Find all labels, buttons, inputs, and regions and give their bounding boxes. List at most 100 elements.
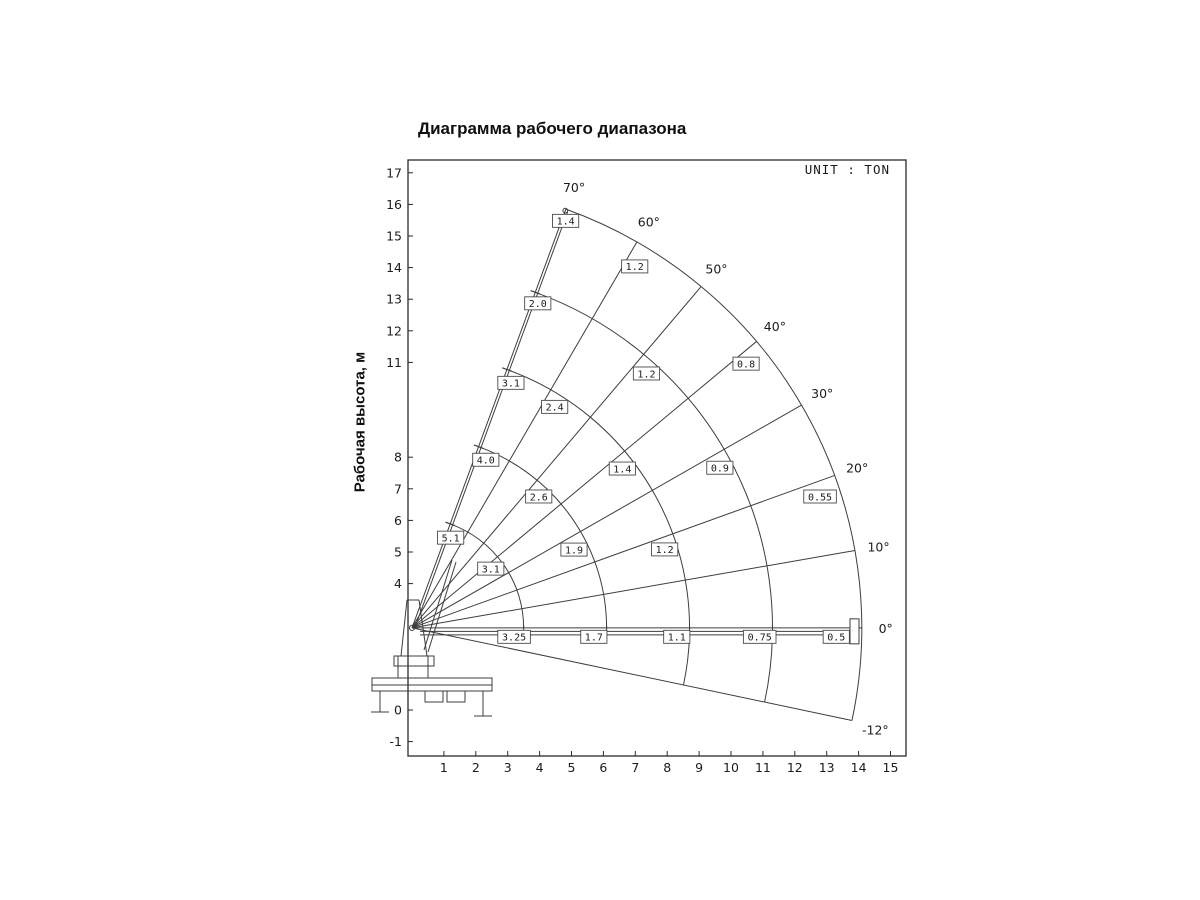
load-label-box [632,366,661,381]
load-label-value: 1.4 [557,217,575,228]
boom-angle-label: 40° [764,319,786,334]
unit-label: UNIT : TON [804,162,890,177]
y-tick-label: 6 [394,513,402,528]
load-label-box [524,296,552,311]
y-tick-label: 12 [386,323,402,338]
load-label-value: 2.4 [546,403,564,414]
crane-sketch [371,559,493,717]
load-label-value: 0.9 [711,464,729,475]
load-label-value: 1.2 [626,262,644,273]
x-tick-label: 10 [723,760,739,775]
load-label-value: 0.8 [737,359,755,370]
boom-angle-ray [411,549,856,629]
x-tick-label: 14 [851,760,867,775]
load-label-box [497,375,525,390]
load-label-box [651,542,679,557]
load-label-value: 3.1 [482,564,500,575]
x-tick-label: 12 [787,760,803,775]
load-label-value: 3.1 [502,379,520,390]
load-label-box [822,629,850,644]
x-tick-label: 13 [819,760,835,775]
boom-angle-label: -12° [862,722,889,737]
load-label-box [742,629,777,644]
load-label-value: 0.75 [748,633,772,644]
load-label-box [477,561,505,576]
x-tick-label: 4 [536,760,544,775]
boom-angle-label: 0° [879,621,893,636]
y-tick-label: -1 [390,734,402,749]
x-tick-label: 5 [568,760,576,775]
plot-border [407,159,907,757]
boom-angle-ray [411,404,802,629]
boom-angle-ray [411,341,757,629]
load-label-box [437,530,465,545]
x-tick-label: 9 [695,760,703,775]
load-label-value: 1.7 [585,633,603,644]
load-label-box [608,461,636,476]
load-label-box [497,629,531,644]
boom-stage-mark [473,444,484,449]
load-label-value: 1.2 [656,545,674,556]
extension-arc [478,446,608,628]
chart-title: Диаграмма рабочего диапазона [418,119,687,138]
load-label-value: 0.55 [808,492,832,503]
boom-angle-ray [411,286,702,629]
y-tick-label: 0 [394,703,402,718]
hook-block [849,618,860,645]
boom-angle-label: 60° [638,214,660,229]
boom-angle-label: 50° [705,261,727,276]
load-label-box [803,489,837,504]
boom-angle-label: 30° [811,386,833,401]
boom-angle-ray [411,241,638,629]
x-tick-label: 8 [663,760,671,775]
boom-stage-mark [445,521,456,527]
y-tick-label: 7 [394,481,402,496]
x-tick-label: 1 [440,760,448,775]
load-label-box [552,213,580,228]
x-tick-label: 2 [472,760,480,775]
load-label-box [621,259,649,274]
extension-arc [535,291,773,703]
boom-stage-mark [530,290,541,295]
load-label-value: 2.0 [529,299,547,310]
load-label-value: 2.6 [530,492,548,503]
load-label-value: 1.1 [668,633,686,644]
y-tick-label: 17 [386,165,402,180]
load-label-value: 5.1 [442,533,460,544]
y-tick-label: 15 [386,229,402,244]
boom-angle-ray [411,474,835,629]
y-tick-label: 13 [386,292,402,307]
load-label-value: 1.4 [613,464,631,475]
load-label-box [732,356,760,371]
load-label-box [706,460,734,475]
load-label-value: 0.5 [827,633,845,644]
load-label-value: 3.25 [502,633,526,644]
load-label-box [525,489,553,504]
y-tick-label: 8 [394,450,402,465]
x-tick-label: 6 [599,760,607,775]
load-label-value: 4.0 [477,456,495,467]
x-tick-label: 15 [883,760,899,775]
boom-angle-ray [411,208,567,629]
x-tick-label: 7 [631,760,639,775]
x-tick-label: 3 [504,760,512,775]
load-label-box [472,452,500,467]
y-tick-label: 11 [386,355,402,370]
boom-angle-label: 20° [846,460,868,475]
boom-angle-label: 70° [563,180,585,195]
boom-angle-label: 10° [867,539,889,554]
y-tick-label: 14 [386,260,402,275]
y-tick-label: 4 [394,576,402,591]
boom-stage-mark [502,367,512,372]
load-label-box [663,629,691,644]
x-tick-label: 11 [755,760,771,775]
boom-angle-ray [411,627,853,721]
load-label-value: 1.9 [565,545,583,556]
load-label-value: 1.2 [637,369,655,380]
load-label-box [560,542,588,557]
y-tick-label: 16 [386,197,402,212]
boom-tip-sheave [562,207,569,214]
load-label-box [580,629,608,644]
